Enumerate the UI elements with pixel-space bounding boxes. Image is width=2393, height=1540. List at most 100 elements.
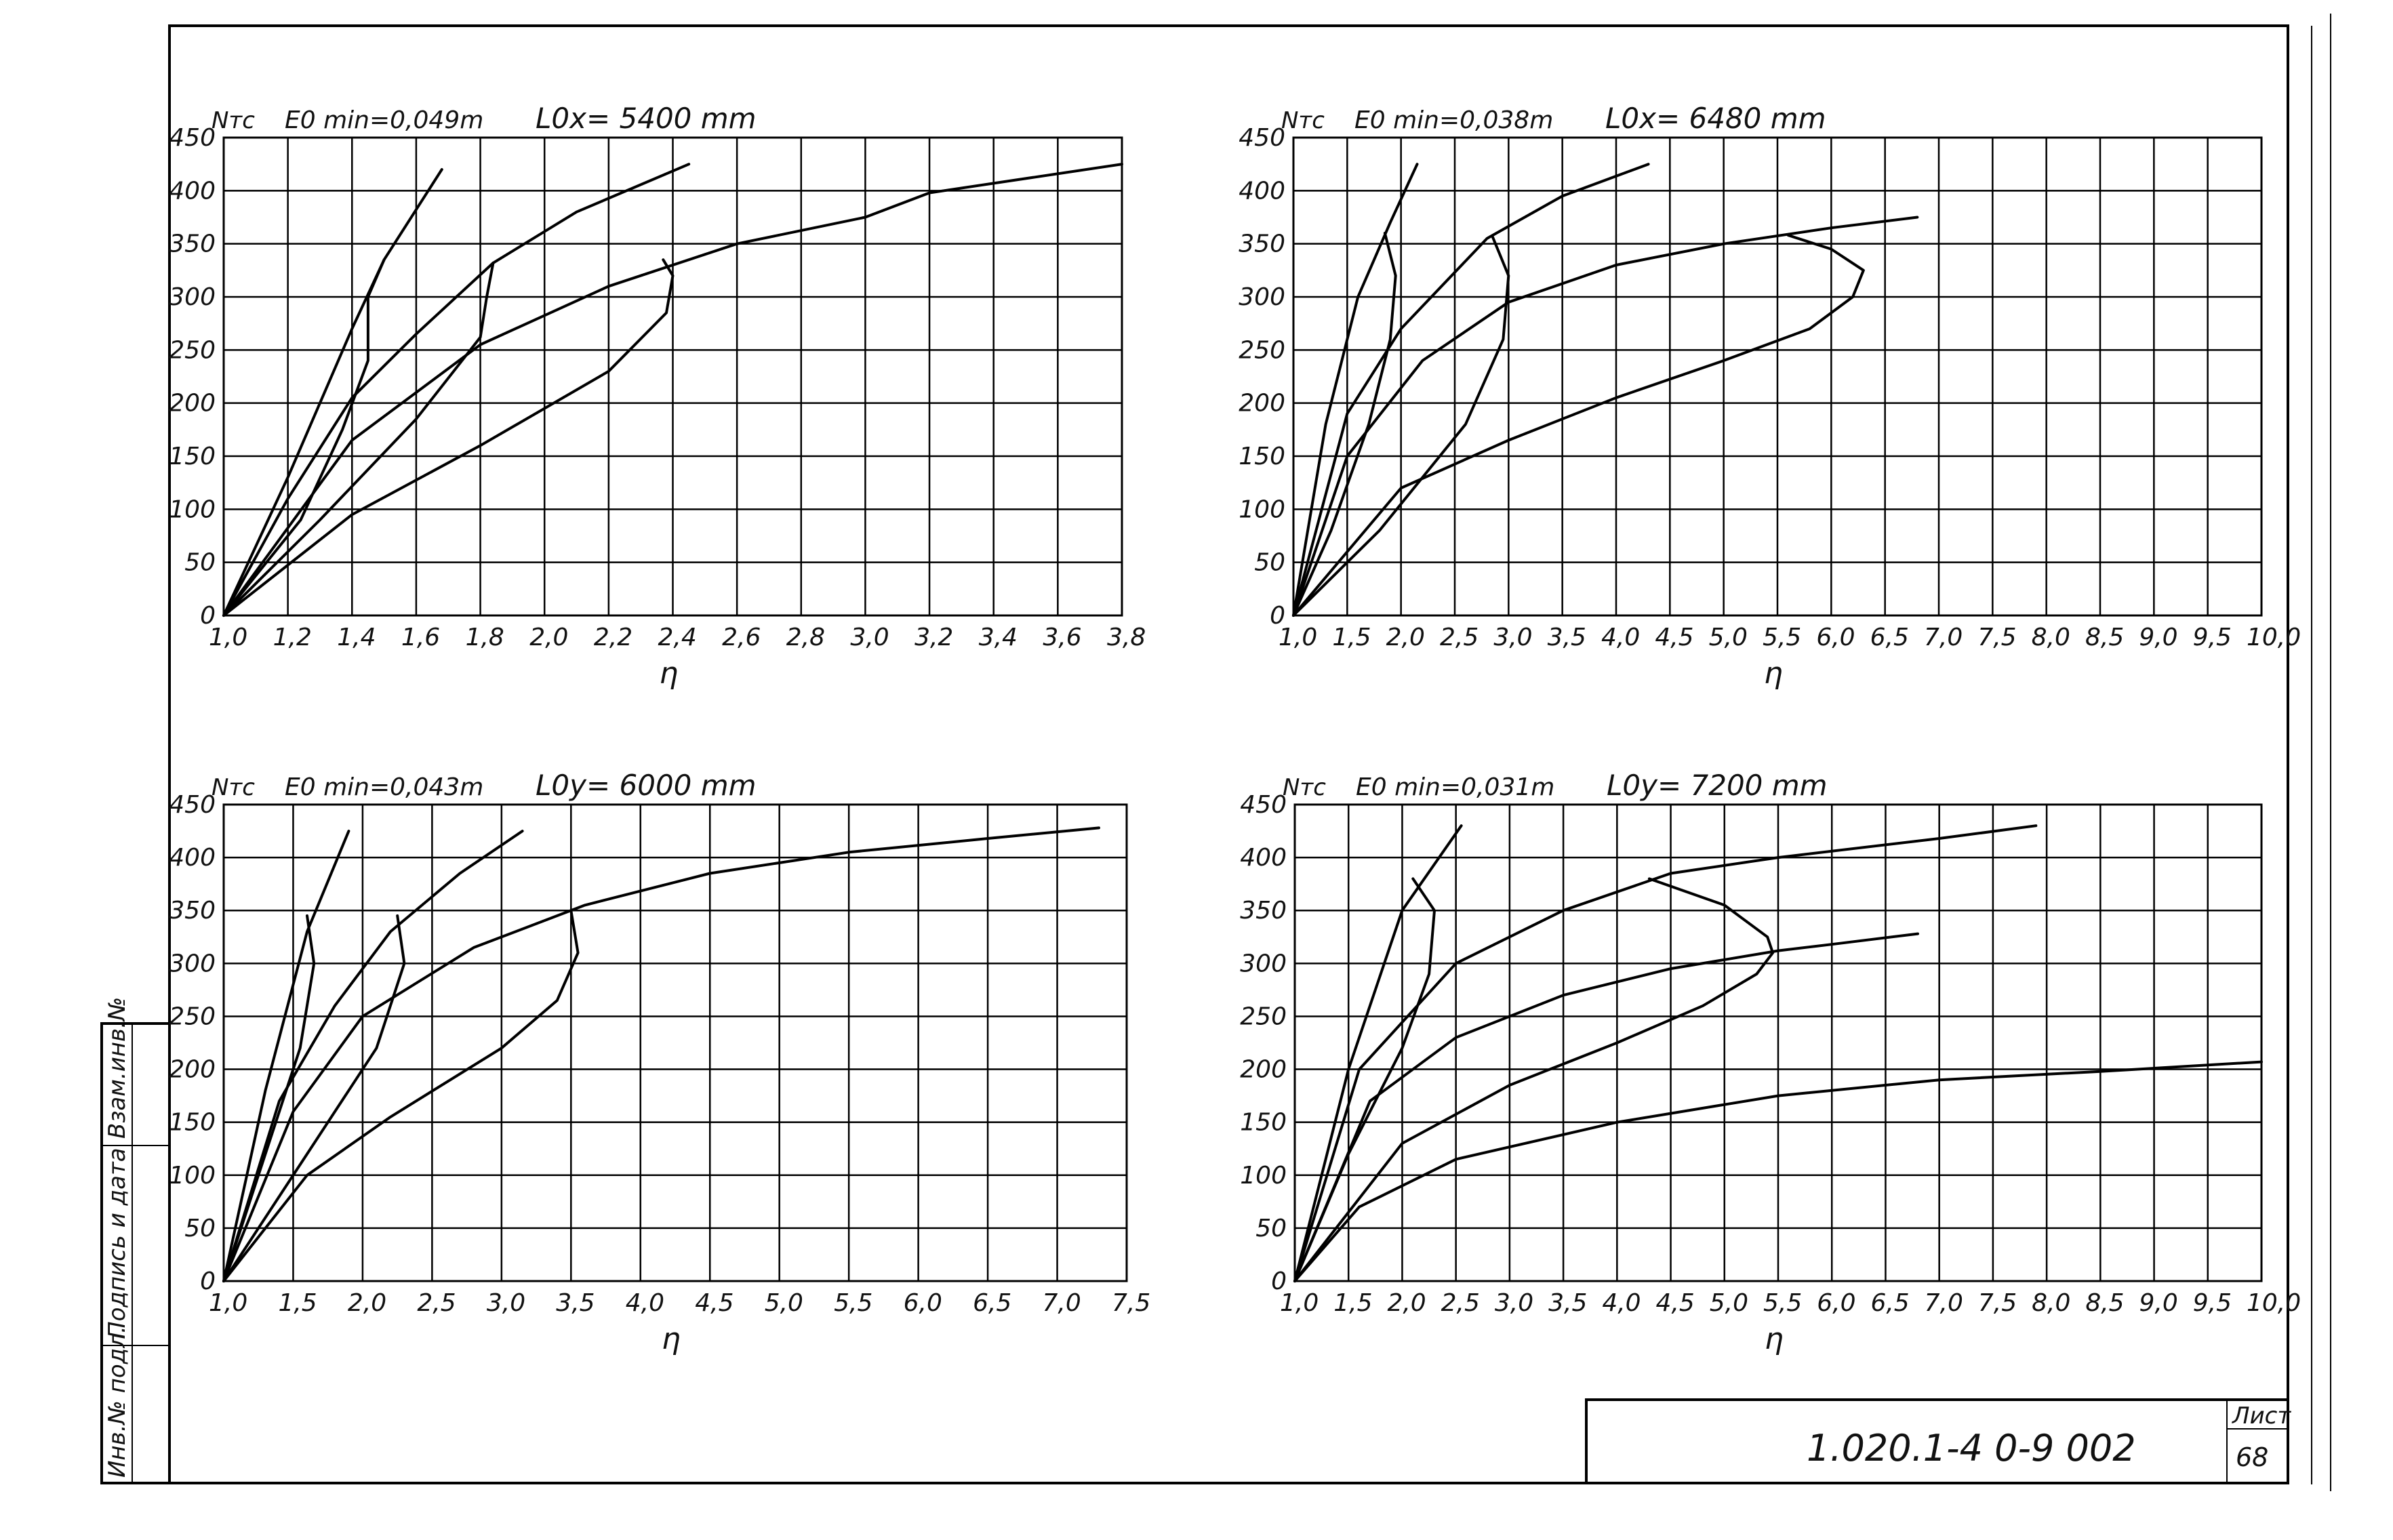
y-tick-label: 400 [1239, 177, 1285, 205]
sheet-label: Лист [2231, 1402, 2291, 1430]
grid [222, 803, 1128, 1282]
x-tick-label: 6,5 [1870, 624, 1909, 651]
x-tick-label: 2,0 [348, 1289, 386, 1317]
x-tick-label: 2,5 [1441, 1289, 1480, 1317]
x-tick-label: 6,5 [1870, 1289, 1909, 1317]
y-tick-label: 100 [1240, 1162, 1287, 1190]
y-tick-label: 300 [1239, 283, 1285, 311]
x-tick-label: 3,6 [1043, 624, 1081, 651]
x-tick-label: 1,6 [401, 624, 440, 651]
x-tick-label: 8,5 [2085, 624, 2124, 651]
y-tick-label: 350 [169, 897, 216, 925]
x-tick-label: 4,5 [1655, 624, 1693, 651]
series-line-3 [222, 826, 1100, 1282]
grid [1292, 136, 2263, 617]
x-tick-label: 2,4 [658, 624, 697, 651]
y-tick-label: 50 [1254, 549, 1285, 577]
x-tick-label: 2,6 [722, 624, 761, 651]
x-tick-label: 2,8 [786, 624, 825, 651]
x-tick-label: 5,0 [1710, 1289, 1748, 1317]
series-line-6 [1292, 235, 1510, 617]
y-tick-label: 250 [169, 1002, 216, 1030]
x-tick-label: 10,0 [2247, 624, 2301, 651]
x-tick-label: 6,5 [973, 1289, 1011, 1317]
plot-area [222, 136, 1123, 617]
x-tick-label: 1,0 [1280, 1289, 1319, 1317]
sheet-number: 68 [2236, 1442, 2268, 1472]
series-line-1 [222, 168, 443, 617]
y-tick-label: 150 [169, 1109, 216, 1137]
series-line-2 [1293, 824, 2038, 1282]
x-tick-label: 2,0 [1387, 1289, 1426, 1317]
x-tick-label: 1,2 [273, 624, 312, 651]
x-tick-label: 7,5 [1112, 1289, 1150, 1317]
y-tick-label: 350 [169, 230, 216, 258]
x-tick-label: 3,0 [850, 624, 889, 651]
series-line-3 [1293, 932, 1919, 1282]
x-axis-label: η [1764, 656, 1783, 691]
e0min-label: E0 min=0,038m [1354, 106, 1553, 134]
series-line-4 [1292, 234, 1865, 617]
x-tick-label: 4,5 [1656, 1289, 1695, 1317]
x-tick-label: 9,0 [2139, 624, 2177, 651]
x-tick-label: 8,0 [2032, 624, 2070, 651]
y-axis-label: Nтс [212, 107, 255, 134]
x-tick-label: 7,5 [1977, 624, 2016, 651]
x-tick-label: 3,5 [1548, 1289, 1587, 1317]
series-line-3 [1292, 216, 1919, 617]
x-tick-label: 5,5 [834, 1289, 872, 1317]
plot-area [1292, 136, 2263, 617]
y-axis-label: Nтс [212, 774, 255, 801]
series-line-5 [1293, 1060, 2263, 1282]
y-tick-label: 400 [169, 177, 216, 205]
series-line-5 [1292, 232, 1397, 617]
x-tick-label: 1,8 [466, 624, 504, 651]
chart-3: 1,0 1,5 2,0 2,5 3,0 3,5 4,0 4,5 5,0 5,5 6,0 6,5 7,0 7… [169, 769, 1150, 1356]
inventory-number-label: Инв.№ подл. [104, 1326, 131, 1478]
y-tick-label: 50 [1255, 1215, 1287, 1242]
x-tick-label: 2,0 [529, 624, 568, 651]
grid [1293, 803, 2263, 1282]
plot-area [1293, 803, 2263, 1282]
y-axis-label: Nтс [1281, 107, 1325, 134]
y-tick-label: 250 [1239, 336, 1285, 364]
x-tick-label: 2,0 [1386, 624, 1425, 651]
x-tick-label: 1,5 [1333, 1289, 1372, 1317]
x-tick-label: 5,0 [1709, 624, 1748, 651]
series-line-5 [222, 914, 316, 1282]
x-tick-label: 9,0 [2139, 1289, 2178, 1317]
y-tick-label: 300 [169, 283, 216, 311]
y-tick-label: 50 [184, 1215, 216, 1242]
y-tick-label: 200 [1240, 1056, 1287, 1084]
chart-1: 1,0 1,2 1,4 1,6 1,8 2,0 2,2 2,4 2,6 2,8 3,0 3,2 3,4 3… [169, 102, 1146, 691]
x-axis-label: η [1765, 1322, 1784, 1356]
x-tick-label: 2,5 [1440, 624, 1479, 651]
series-line-1 [1293, 824, 1463, 1282]
series-line-1 [222, 830, 350, 1282]
x-tick-label: 1,0 [1279, 624, 1317, 651]
series-line-6 [222, 914, 406, 1282]
x-tick-label: 4,0 [1601, 624, 1640, 651]
x-tick-label: 3,5 [556, 1289, 595, 1317]
x-tick-label: 7,0 [1924, 624, 1963, 651]
x-tick-label: 5,5 [1763, 1289, 1802, 1317]
chart-2: 1,0 1,5 2,0 2,5 3,0 3,5 4,0 4,5 5,0 5,5 6,0 6,5 7,0 7… [1239, 102, 2301, 691]
series-line-2 [222, 830, 524, 1282]
x-tick-label: 1,0 [209, 1289, 247, 1317]
y-tick-label: 400 [169, 844, 216, 872]
y-tick-label: 0 [200, 602, 216, 630]
y-tick-label: 100 [169, 1162, 216, 1190]
y-tick-label: 100 [169, 495, 216, 523]
grid [222, 136, 1123, 617]
y-tick-label: 450 [169, 791, 216, 819]
series-line-4 [1293, 877, 1775, 1282]
length-label: L0x= 5400 mm [536, 102, 757, 135]
chart-4: 1,0 1,5 2,0 2,5 3,0 3,5 4,0 4,5 5,0 5,5 6,0 6,5 7,0 7… [1240, 769, 2301, 1356]
plot-area [222, 803, 1128, 1282]
x-tick-label: 2,2 [594, 624, 632, 651]
x-tick-label: 4,0 [1602, 1289, 1641, 1317]
series-line-1 [1292, 163, 1419, 617]
series-line-6 [222, 261, 495, 617]
x-tick-label: 3,4 [979, 624, 1018, 651]
